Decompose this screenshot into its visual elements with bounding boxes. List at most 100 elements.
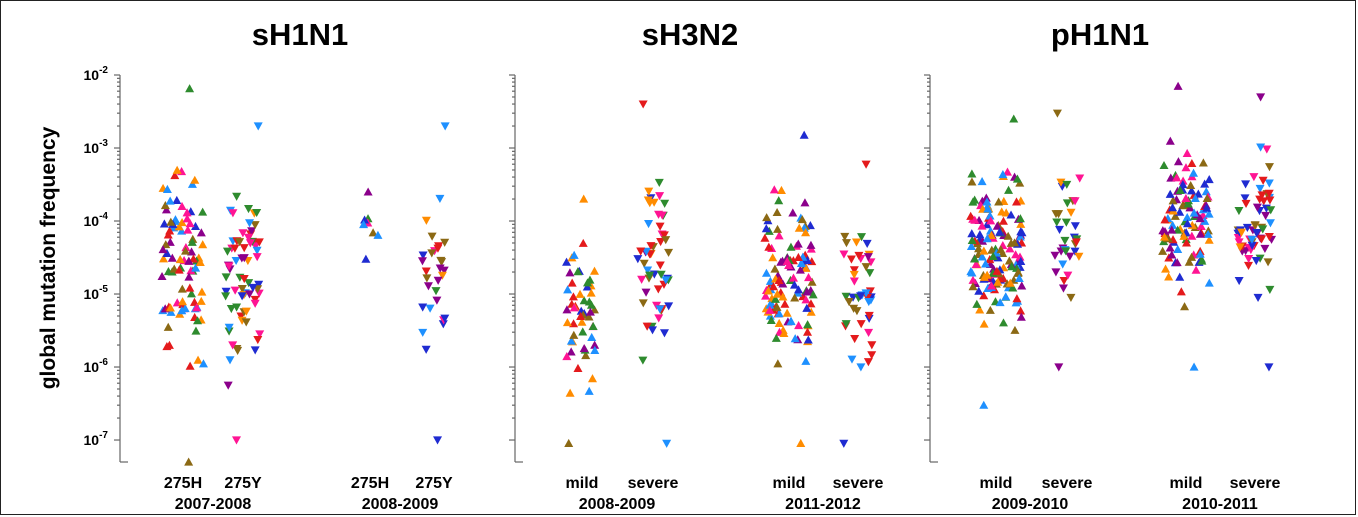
data-point (1016, 306, 1026, 315)
data-point (178, 297, 188, 306)
data-point (191, 263, 201, 272)
data-point (779, 328, 789, 337)
data-point (253, 122, 263, 131)
data-point (1187, 252, 1197, 261)
data-point (177, 218, 187, 227)
data-point (771, 333, 781, 342)
data-point (803, 335, 813, 344)
data-point (177, 284, 187, 293)
data-point (1071, 238, 1081, 247)
data-point (844, 298, 854, 307)
data-point (185, 218, 195, 228)
data-point (857, 233, 867, 242)
data-point (586, 300, 596, 309)
data-point (770, 264, 780, 273)
category-label: mild (773, 475, 806, 492)
data-point (245, 239, 255, 248)
data-point (846, 255, 856, 264)
data-point (1015, 252, 1025, 261)
data-point (763, 286, 773, 295)
data-point (995, 227, 1005, 236)
data-point (588, 374, 598, 383)
data-point (197, 287, 207, 296)
data-point (585, 275, 595, 284)
data-point (174, 265, 184, 274)
data-point (975, 305, 985, 314)
data-point (245, 219, 255, 228)
data-point (244, 279, 254, 288)
data-point (761, 224, 771, 233)
data-point (1005, 278, 1015, 287)
data-point (182, 208, 192, 217)
data-point (184, 457, 194, 466)
data-point (1197, 256, 1207, 265)
data-point (562, 351, 572, 361)
data-point (226, 305, 236, 314)
data-point (1257, 235, 1267, 244)
data-point (1252, 203, 1262, 212)
data-point (784, 260, 794, 269)
data-point (581, 351, 591, 360)
data-point (656, 238, 666, 247)
data-point (185, 361, 195, 370)
data-point (655, 192, 665, 201)
data-point (230, 244, 240, 253)
data-point (252, 246, 262, 255)
data-point (966, 211, 976, 220)
data-point (1182, 148, 1192, 157)
data-point (1017, 281, 1027, 290)
data-point (222, 247, 232, 256)
data-point (569, 303, 579, 312)
data-point (790, 334, 800, 343)
data-point (192, 303, 202, 312)
data-point (1052, 109, 1062, 118)
data-point (1061, 247, 1071, 256)
data-point (981, 259, 991, 268)
data-point (172, 195, 182, 204)
data-point (774, 318, 784, 327)
data-point (233, 346, 243, 356)
data-point (1014, 273, 1024, 282)
data-point (1187, 186, 1197, 195)
data-point (638, 100, 648, 109)
data-point (664, 248, 674, 257)
data-point (170, 171, 180, 180)
group-label: 2011-2012 (785, 496, 861, 513)
data-point (1204, 175, 1214, 184)
data-point (198, 359, 208, 368)
y-tick-label: 10-2 (84, 65, 109, 83)
data-point (421, 345, 431, 354)
data-point (971, 259, 981, 269)
data-point (1175, 207, 1185, 216)
data-point (1203, 229, 1213, 238)
data-point (1186, 180, 1196, 190)
data-point (1255, 254, 1265, 263)
data-point (1173, 244, 1183, 254)
data-point (230, 286, 240, 295)
panel-1: sH3N2 2008-2009 mild severe 2011-2012 mild sev… (509, 17, 883, 513)
data-point (778, 292, 788, 301)
data-point (790, 293, 800, 302)
data-point (849, 270, 859, 280)
data-point (187, 289, 197, 298)
data-point (166, 217, 176, 226)
y-axis-label: global mutation frequency (37, 126, 60, 389)
data-point (1264, 179, 1274, 188)
data-point (867, 341, 877, 350)
data-point (1052, 218, 1062, 227)
data-point (193, 316, 203, 325)
data-point (770, 294, 780, 303)
data-point (435, 194, 445, 203)
data-point (579, 194, 589, 203)
data-point (662, 439, 672, 448)
data-point (163, 322, 173, 331)
data-point (1167, 250, 1177, 259)
data-point (1189, 362, 1199, 371)
data-point (241, 318, 251, 327)
data-point (255, 330, 265, 339)
data-point (986, 230, 996, 239)
data-point (577, 317, 587, 326)
data-point (195, 257, 205, 266)
data-point (801, 263, 811, 272)
data-point (968, 275, 978, 284)
